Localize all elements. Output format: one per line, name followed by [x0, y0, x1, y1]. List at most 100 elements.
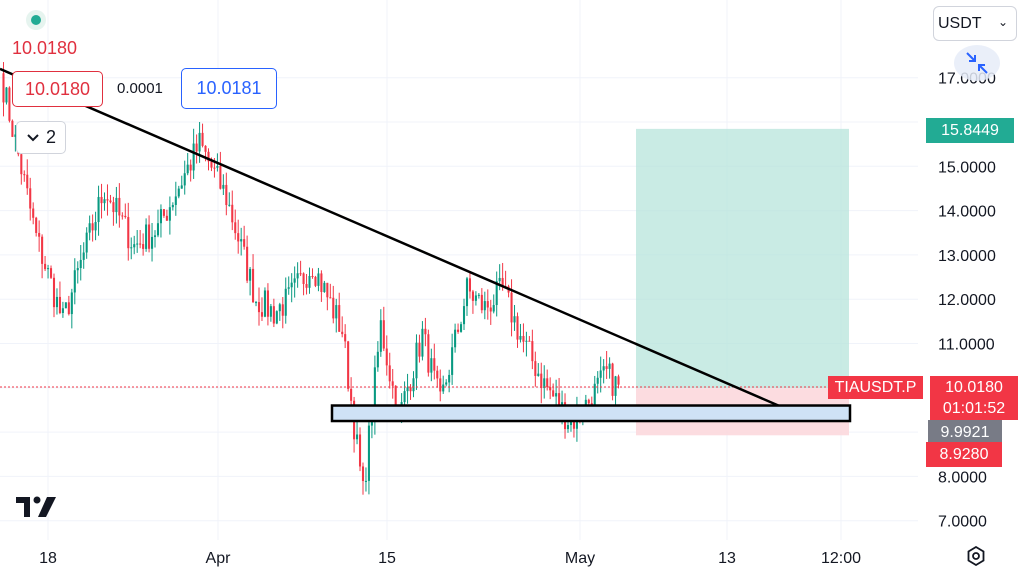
collapse-arrows-icon[interactable]: [954, 45, 1000, 81]
candle[interactable]: [424, 317, 427, 347]
candle[interactable]: [195, 134, 198, 164]
currency-select[interactable]: USDT ⌄: [933, 6, 1017, 41]
candle[interactable]: [296, 262, 299, 288]
candle[interactable]: [608, 357, 611, 379]
candle[interactable]: [543, 365, 546, 399]
candle[interactable]: [41, 234, 44, 279]
candle[interactable]: [73, 258, 76, 305]
candle[interactable]: [257, 287, 261, 326]
candle[interactable]: [382, 306, 385, 352]
candle[interactable]: [106, 184, 109, 216]
candle[interactable]: [376, 341, 379, 372]
candle[interactable]: [44, 255, 47, 272]
candle[interactable]: [421, 321, 424, 361]
candle[interactable]: [243, 225, 246, 250]
candle[interactable]: [442, 375, 445, 394]
candle[interactable]: [35, 216, 38, 237]
candle[interactable]: [29, 177, 32, 221]
candle[interactable]: [183, 160, 186, 195]
candlestick-series[interactable]: [2, 62, 620, 495]
candle[interactable]: [145, 218, 148, 252]
tradingview-logo-icon[interactable]: [16, 495, 60, 519]
candle[interactable]: [133, 235, 136, 255]
candle[interactable]: [537, 363, 540, 377]
candle[interactable]: [228, 192, 231, 207]
candle[interactable]: [439, 369, 442, 402]
price-axis[interactable]: 17.000015.000014.000013.000012.000011.00…: [938, 71, 996, 531]
candle[interactable]: [379, 309, 382, 357]
candle[interactable]: [314, 275, 317, 288]
candle[interactable]: [91, 214, 94, 242]
candle[interactable]: [260, 297, 264, 322]
candle[interactable]: [522, 323, 525, 353]
candle[interactable]: [79, 245, 82, 281]
candle[interactable]: [430, 348, 433, 382]
candle[interactable]: [201, 123, 204, 148]
candle[interactable]: [602, 359, 605, 384]
candle[interactable]: [492, 294, 495, 314]
candle[interactable]: [269, 303, 272, 322]
candle[interactable]: [5, 86, 8, 105]
settings-icon[interactable]: [966, 546, 986, 566]
candle[interactable]: [415, 334, 418, 390]
candle[interactable]: [11, 119, 14, 138]
candle[interactable]: [121, 212, 124, 220]
candle[interactable]: [311, 268, 314, 279]
candle[interactable]: [486, 289, 489, 320]
candle[interactable]: [302, 272, 305, 296]
candle[interactable]: [88, 215, 91, 241]
buy-button[interactable]: 10.0181: [181, 68, 277, 109]
candle[interactable]: [246, 235, 249, 284]
candle[interactable]: [412, 371, 415, 398]
candle[interactable]: [82, 242, 85, 269]
candle[interactable]: [159, 204, 162, 238]
candle[interactable]: [364, 467, 368, 492]
candle[interactable]: [287, 276, 290, 295]
candle[interactable]: [344, 324, 347, 349]
candle[interactable]: [38, 220, 41, 252]
candle[interactable]: [436, 365, 439, 388]
candle[interactable]: [326, 282, 329, 311]
candle[interactable]: [254, 300, 258, 307]
candle[interactable]: [180, 175, 183, 189]
candle[interactable]: [323, 280, 326, 293]
candle[interactable]: [566, 421, 570, 433]
candle[interactable]: [32, 202, 35, 225]
candle[interactable]: [23, 170, 26, 182]
candle[interactable]: [418, 334, 421, 363]
candle[interactable]: [525, 331, 528, 357]
candle[interactable]: [358, 427, 362, 472]
candle[interactable]: [58, 281, 61, 315]
candle[interactable]: [64, 302, 67, 309]
candle[interactable]: [97, 185, 100, 236]
candle[interactable]: [52, 273, 56, 318]
candle[interactable]: [477, 292, 480, 299]
candle[interactable]: [231, 190, 234, 231]
candle[interactable]: [504, 270, 507, 288]
candle[interactable]: [617, 374, 620, 389]
candle[interactable]: [308, 267, 311, 294]
candle[interactable]: [76, 261, 79, 284]
candle[interactable]: [49, 265, 53, 280]
candle[interactable]: [249, 266, 252, 296]
candle[interactable]: [531, 329, 534, 370]
candle[interactable]: [168, 196, 171, 235]
candle[interactable]: [519, 323, 522, 343]
candle[interactable]: [507, 284, 510, 298]
sell-button[interactable]: 10.0180: [12, 71, 103, 107]
candle[interactable]: [483, 291, 486, 320]
candle[interactable]: [513, 304, 516, 331]
candle[interactable]: [433, 343, 436, 380]
candle[interactable]: [335, 298, 338, 333]
candle[interactable]: [448, 369, 451, 393]
candle[interactable]: [112, 196, 115, 226]
candle[interactable]: [67, 295, 70, 316]
candle[interactable]: [225, 172, 228, 216]
candle[interactable]: [177, 185, 180, 199]
candle[interactable]: [171, 202, 174, 211]
candle[interactable]: [61, 301, 64, 318]
candle[interactable]: [70, 288, 73, 329]
candle[interactable]: [462, 298, 466, 330]
candle[interactable]: [240, 227, 243, 256]
candle[interactable]: [130, 237, 133, 260]
